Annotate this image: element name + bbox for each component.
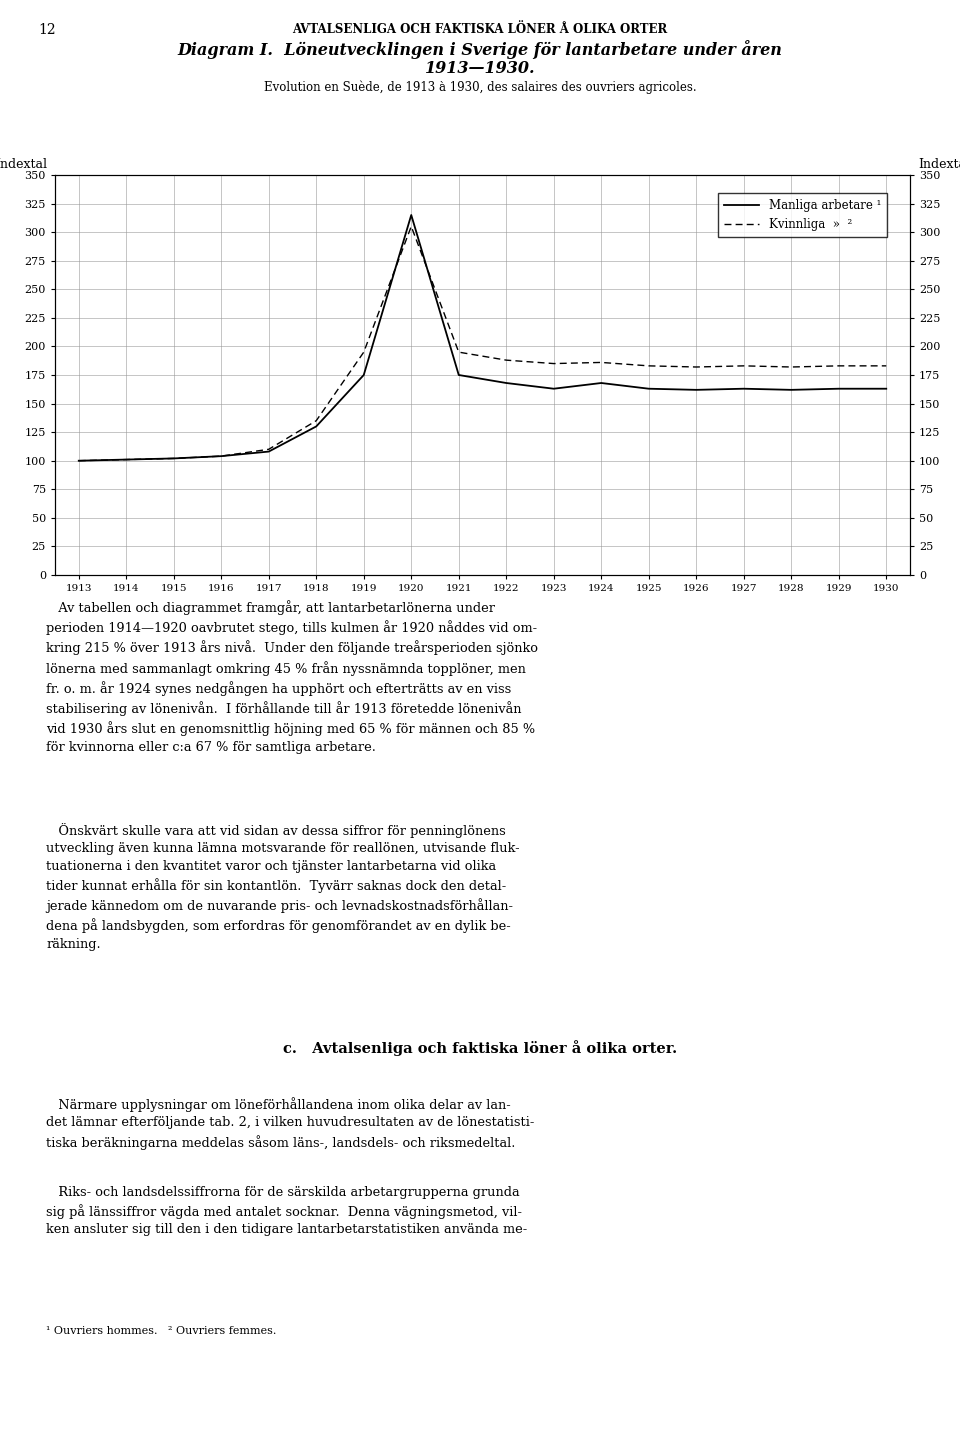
Text: Diagram I.  Löneutvecklingen i Sverige för lantarbetare under åren: Diagram I. Löneutvecklingen i Sverige fö…	[178, 40, 782, 59]
Text: Evolution en Suède, de 1913 à 1930, des salaires des ouvriers agricoles.: Evolution en Suède, de 1913 à 1930, des …	[264, 80, 696, 93]
Text: Indextal: Indextal	[918, 158, 960, 170]
Text: AVTALSENLIGA OCH FAKTISKA LÖNER Å OLIKA ORTER: AVTALSENLIGA OCH FAKTISKA LÖNER Å OLIKA …	[293, 23, 667, 36]
Text: Av tabellen och diagrammet framgår, att lantarbetarlönerna under
perioden 1914—1: Av tabellen och diagrammet framgår, att …	[46, 600, 538, 753]
Text: 1913—1930.: 1913—1930.	[424, 60, 536, 77]
Text: 12: 12	[38, 23, 56, 37]
Text: Önskvärt skulle vara att vid sidan av dessa siffror för penninglönens
utveckling: Önskvärt skulle vara att vid sidan av de…	[46, 822, 519, 951]
Text: c.   Avtalsenliga och faktiska löner å olika orter.: c. Avtalsenliga och faktiska löner å oli…	[283, 1041, 677, 1057]
Text: Riks- och landsdelssiffrorna för de särskilda arbetargrupperna grunda
sig på län: Riks- och landsdelssiffrorna för de särs…	[46, 1186, 527, 1236]
Legend: Manliga arbetare ¹, Kvinnliga  »  ²: Manliga arbetare ¹, Kvinnliga » ²	[718, 193, 887, 236]
Text: ¹ Ouvriers hommes.   ² Ouvriers femmes.: ¹ Ouvriers hommes. ² Ouvriers femmes.	[46, 1326, 276, 1336]
Text: Indextal: Indextal	[0, 158, 47, 170]
Text: Närmare upplysningar om löneförhållandena inom olika delar av lan-
det lämnar ef: Närmare upplysningar om löneförhållanden…	[46, 1097, 535, 1150]
